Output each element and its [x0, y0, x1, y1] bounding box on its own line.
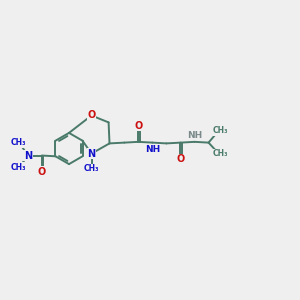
Text: O: O	[87, 110, 96, 121]
Text: N: N	[87, 148, 96, 159]
Text: CH₃: CH₃	[212, 126, 228, 135]
Text: CH₃: CH₃	[11, 163, 26, 172]
Text: CH₃: CH₃	[11, 139, 26, 148]
Text: CH₃: CH₃	[212, 149, 228, 158]
Text: O: O	[134, 121, 142, 131]
Text: O: O	[38, 167, 46, 177]
Text: CH₃: CH₃	[84, 164, 99, 173]
Text: NH: NH	[187, 131, 202, 140]
Text: NH: NH	[145, 145, 160, 154]
Text: O: O	[176, 154, 184, 164]
Text: N: N	[24, 151, 32, 160]
